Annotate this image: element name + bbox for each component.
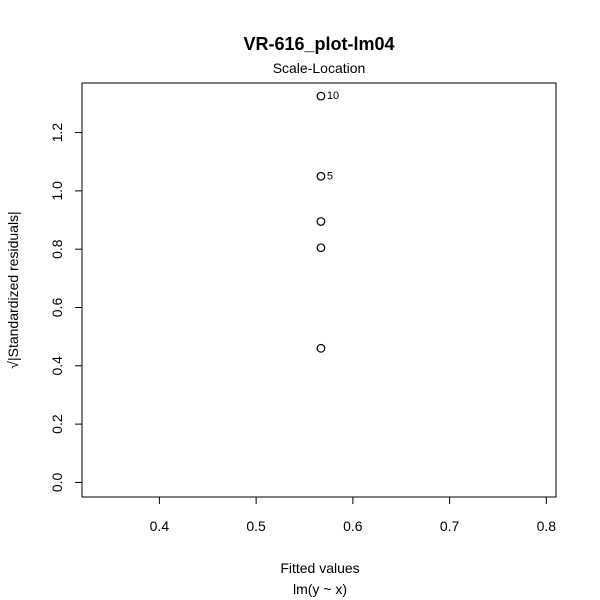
x-tick-label: 0.8	[537, 518, 557, 534]
x-tick-label: 0.4	[150, 518, 170, 534]
point-label: 10	[327, 90, 339, 102]
data-points: 10 5	[316, 90, 339, 353]
y-tick-label: 0.2	[49, 414, 65, 434]
chart-title: VR-616_plot-lm04	[243, 34, 394, 54]
y-axis-label: √|Standardized residuals|	[5, 211, 21, 368]
data-point	[316, 91, 326, 101]
x-axis-sublabel: lm(y ~ x)	[293, 581, 347, 597]
y-tick-label: 0.8	[49, 239, 65, 259]
x-axis: 0.4 0.5 0.6 0.7 0.8	[150, 496, 557, 534]
x-axis-label: Fitted values	[280, 560, 359, 576]
x-tick-label: 0.5	[246, 518, 266, 534]
x-tick-label: 0.6	[343, 518, 363, 534]
chart-subtitle: Scale-Location	[273, 60, 366, 76]
y-tick-label: 0.0	[49, 472, 65, 492]
y-tick-label: 0.4	[49, 356, 65, 376]
data-point	[316, 343, 326, 353]
point-label: 5	[327, 170, 333, 182]
data-point	[316, 171, 326, 181]
data-point	[316, 217, 326, 226]
plot-frame	[81, 82, 557, 498]
y-tick-label: 1.2	[49, 123, 65, 143]
x-tick-label: 0.7	[440, 518, 460, 534]
y-tick-label: 1.0	[49, 181, 65, 201]
data-point	[316, 243, 326, 253]
y-tick-label: 0.6	[49, 298, 65, 318]
y-axis: 0.0 0.2 0.4 0.6 0.8 1.0 1.2	[49, 123, 83, 492]
